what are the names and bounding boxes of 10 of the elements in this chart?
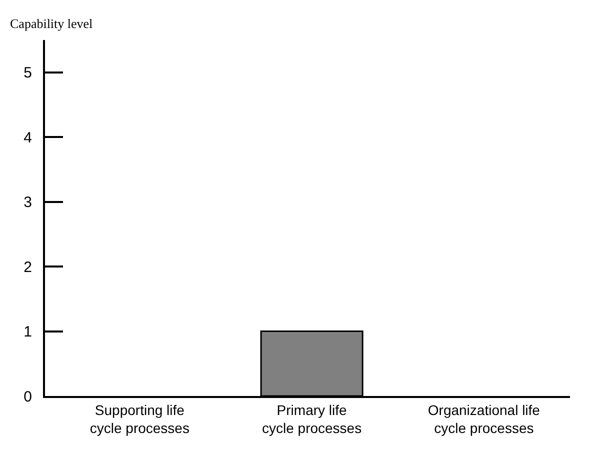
y-axis-title: Capability level (10, 16, 94, 31)
x-tick-label: Supporting life cycle processes (90, 402, 190, 436)
y-tick-label: 1 (24, 324, 32, 341)
x-tick-label: Primary life cycle processes (262, 402, 362, 436)
y-tick-label: 3 (24, 194, 32, 212)
y-tick-label: 2 (24, 258, 32, 276)
y-tick-label: 4 (24, 129, 32, 146)
y-tick-label: 5 (24, 64, 32, 82)
y-tick-label: 0 (24, 388, 32, 406)
x-tick-label: Organizational life cycle processes (428, 402, 540, 436)
